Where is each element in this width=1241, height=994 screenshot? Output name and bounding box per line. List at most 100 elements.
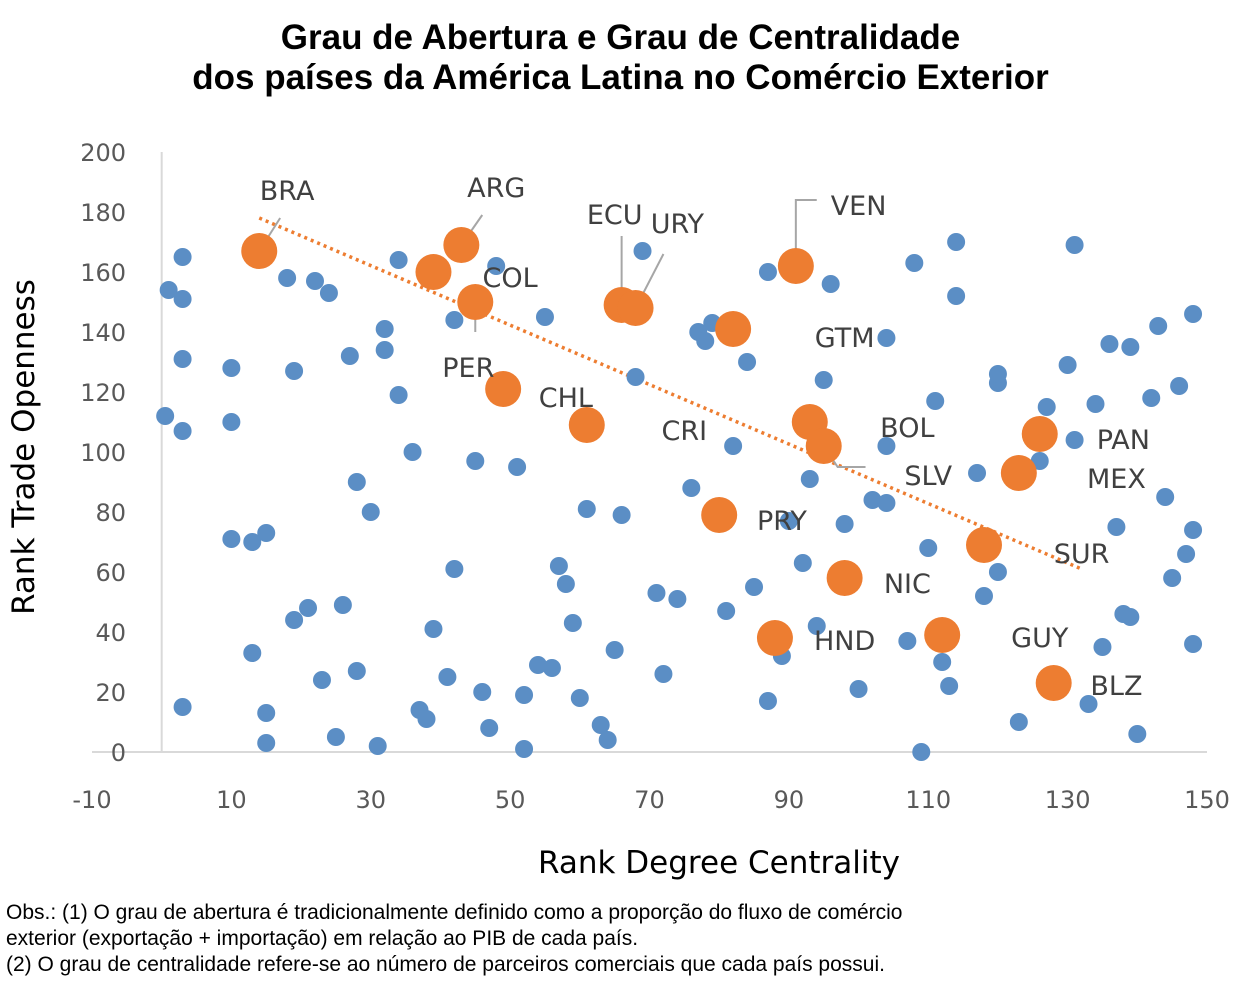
data-point-other bbox=[1037, 398, 1056, 416]
data-point-other bbox=[912, 743, 931, 761]
data-point-other bbox=[1170, 377, 1189, 395]
data-point-other bbox=[1030, 452, 1049, 470]
data-point-other bbox=[319, 284, 338, 302]
country-label-ven: VEN bbox=[831, 191, 887, 222]
data-point-chl bbox=[485, 371, 522, 407]
data-point-other bbox=[926, 392, 945, 410]
data-point-other bbox=[835, 515, 854, 533]
x-tick-label: 150 bbox=[1184, 786, 1230, 814]
x-tick-label: 90 bbox=[774, 786, 805, 814]
data-point-cri bbox=[568, 407, 605, 443]
data-point-other bbox=[947, 233, 966, 251]
data-point-other bbox=[159, 281, 178, 299]
data-point-other bbox=[779, 512, 798, 530]
country-label-chl: CHL bbox=[539, 383, 593, 414]
scatter-chart: 0 20 40 60 80 100 120 140 160 180 200 -10 10 30 50 70 90… bbox=[6, 139, 1230, 881]
data-point-other bbox=[535, 308, 554, 326]
data-point-other bbox=[1128, 725, 1147, 743]
country-label-nic: NIC bbox=[884, 569, 931, 600]
data-point-other bbox=[668, 590, 687, 608]
data-point-other bbox=[988, 563, 1007, 581]
data-point-other bbox=[222, 413, 241, 431]
y-tick-label: 60 bbox=[95, 559, 126, 587]
data-point-other bbox=[724, 437, 743, 455]
data-point-other bbox=[299, 599, 318, 617]
data-point-other bbox=[473, 683, 492, 701]
x-tick-label: 10 bbox=[216, 786, 247, 814]
data-point-col bbox=[415, 254, 452, 290]
data-point-bra bbox=[241, 233, 278, 269]
country-label-per: PER bbox=[442, 353, 494, 384]
country-label-mex: MEX bbox=[1087, 464, 1146, 495]
data-point-other bbox=[633, 242, 652, 260]
data-point-other bbox=[156, 407, 175, 425]
data-point-other bbox=[549, 557, 568, 575]
data-point-other bbox=[466, 452, 485, 470]
data-point-other bbox=[312, 671, 331, 689]
data-point-other bbox=[814, 371, 833, 389]
country-label-ury: URY bbox=[651, 209, 705, 240]
x-tick-label: 130 bbox=[1045, 786, 1091, 814]
data-point-other bbox=[542, 659, 561, 677]
data-point-other bbox=[243, 533, 262, 551]
data-point-other bbox=[529, 656, 547, 674]
y-tick-label: 100 bbox=[80, 439, 126, 467]
data-point-other bbox=[975, 587, 993, 605]
data-point-other bbox=[563, 614, 582, 632]
data-point-other bbox=[591, 716, 610, 734]
y-tick-label: 200 bbox=[80, 139, 126, 167]
data-point-other bbox=[1121, 608, 1140, 626]
data-point-other bbox=[570, 689, 589, 707]
data-point-other bbox=[438, 668, 457, 686]
country-label-bra: BRA bbox=[260, 176, 315, 207]
chart-title-line-2: dos países da América Latina no Comércio… bbox=[192, 58, 1049, 97]
data-point-other bbox=[1086, 395, 1105, 413]
leader-lines-layer bbox=[258, 199, 866, 468]
data-point-guy bbox=[924, 617, 961, 653]
data-point-other bbox=[375, 341, 394, 359]
footnote: Obs.: (1) O grau de abertura é tradicion… bbox=[6, 900, 1236, 978]
data-point-other bbox=[919, 539, 938, 557]
trendline-layer bbox=[258, 216, 1083, 571]
points-layer bbox=[156, 227, 1203, 761]
y-axis-title: Rank Trade Openness bbox=[6, 279, 42, 615]
data-point-other bbox=[424, 620, 443, 638]
data-point-other bbox=[173, 698, 192, 716]
data-point-other bbox=[306, 272, 324, 290]
data-point-per bbox=[457, 284, 494, 320]
data-point-other bbox=[1121, 338, 1140, 356]
data-point-other bbox=[758, 692, 777, 710]
footnote-line-1: Obs.: (1) O grau de abertura é tradicion… bbox=[6, 901, 903, 924]
data-point-other bbox=[988, 365, 1007, 383]
data-point-pry bbox=[701, 497, 738, 533]
data-point-nic bbox=[826, 560, 863, 596]
chart-axes: 0 20 40 60 80 100 120 140 160 180 200 -10 10 30 50 70 90… bbox=[72, 139, 1230, 814]
x-tick-label: 30 bbox=[355, 786, 386, 814]
data-point-other bbox=[1184, 305, 1203, 323]
country-label-arg: ARG bbox=[467, 173, 525, 204]
country-label-sur: SUR bbox=[1054, 539, 1110, 570]
data-point-other bbox=[696, 332, 715, 350]
y-tick-label: 0 bbox=[111, 739, 126, 767]
data-point-other bbox=[1163, 569, 1182, 587]
y-tick-label: 20 bbox=[95, 679, 126, 707]
data-point-other bbox=[487, 257, 506, 275]
country-label-pry: PRY bbox=[757, 506, 807, 537]
data-point-other bbox=[361, 503, 380, 521]
data-point-other bbox=[1156, 488, 1175, 506]
data-point-other bbox=[515, 686, 534, 704]
data-point-other bbox=[1009, 713, 1028, 731]
data-point-other bbox=[389, 386, 408, 404]
x-tick-label: 110 bbox=[905, 786, 951, 814]
data-point-other bbox=[968, 464, 987, 482]
data-point-other bbox=[612, 506, 631, 524]
country-label-cri: CRI bbox=[662, 416, 708, 447]
country-labels-layer: BRA ARG COL PER CHL CRI ECU URY VEN GTM BOL SLV PRY P… bbox=[260, 173, 1150, 702]
data-point-other bbox=[173, 350, 192, 368]
data-point-other bbox=[333, 596, 352, 614]
data-point-other bbox=[222, 530, 241, 548]
data-point-other bbox=[278, 269, 297, 287]
data-point-pan bbox=[1021, 416, 1058, 452]
data-point-other bbox=[1065, 431, 1084, 449]
data-point-other bbox=[257, 734, 276, 752]
